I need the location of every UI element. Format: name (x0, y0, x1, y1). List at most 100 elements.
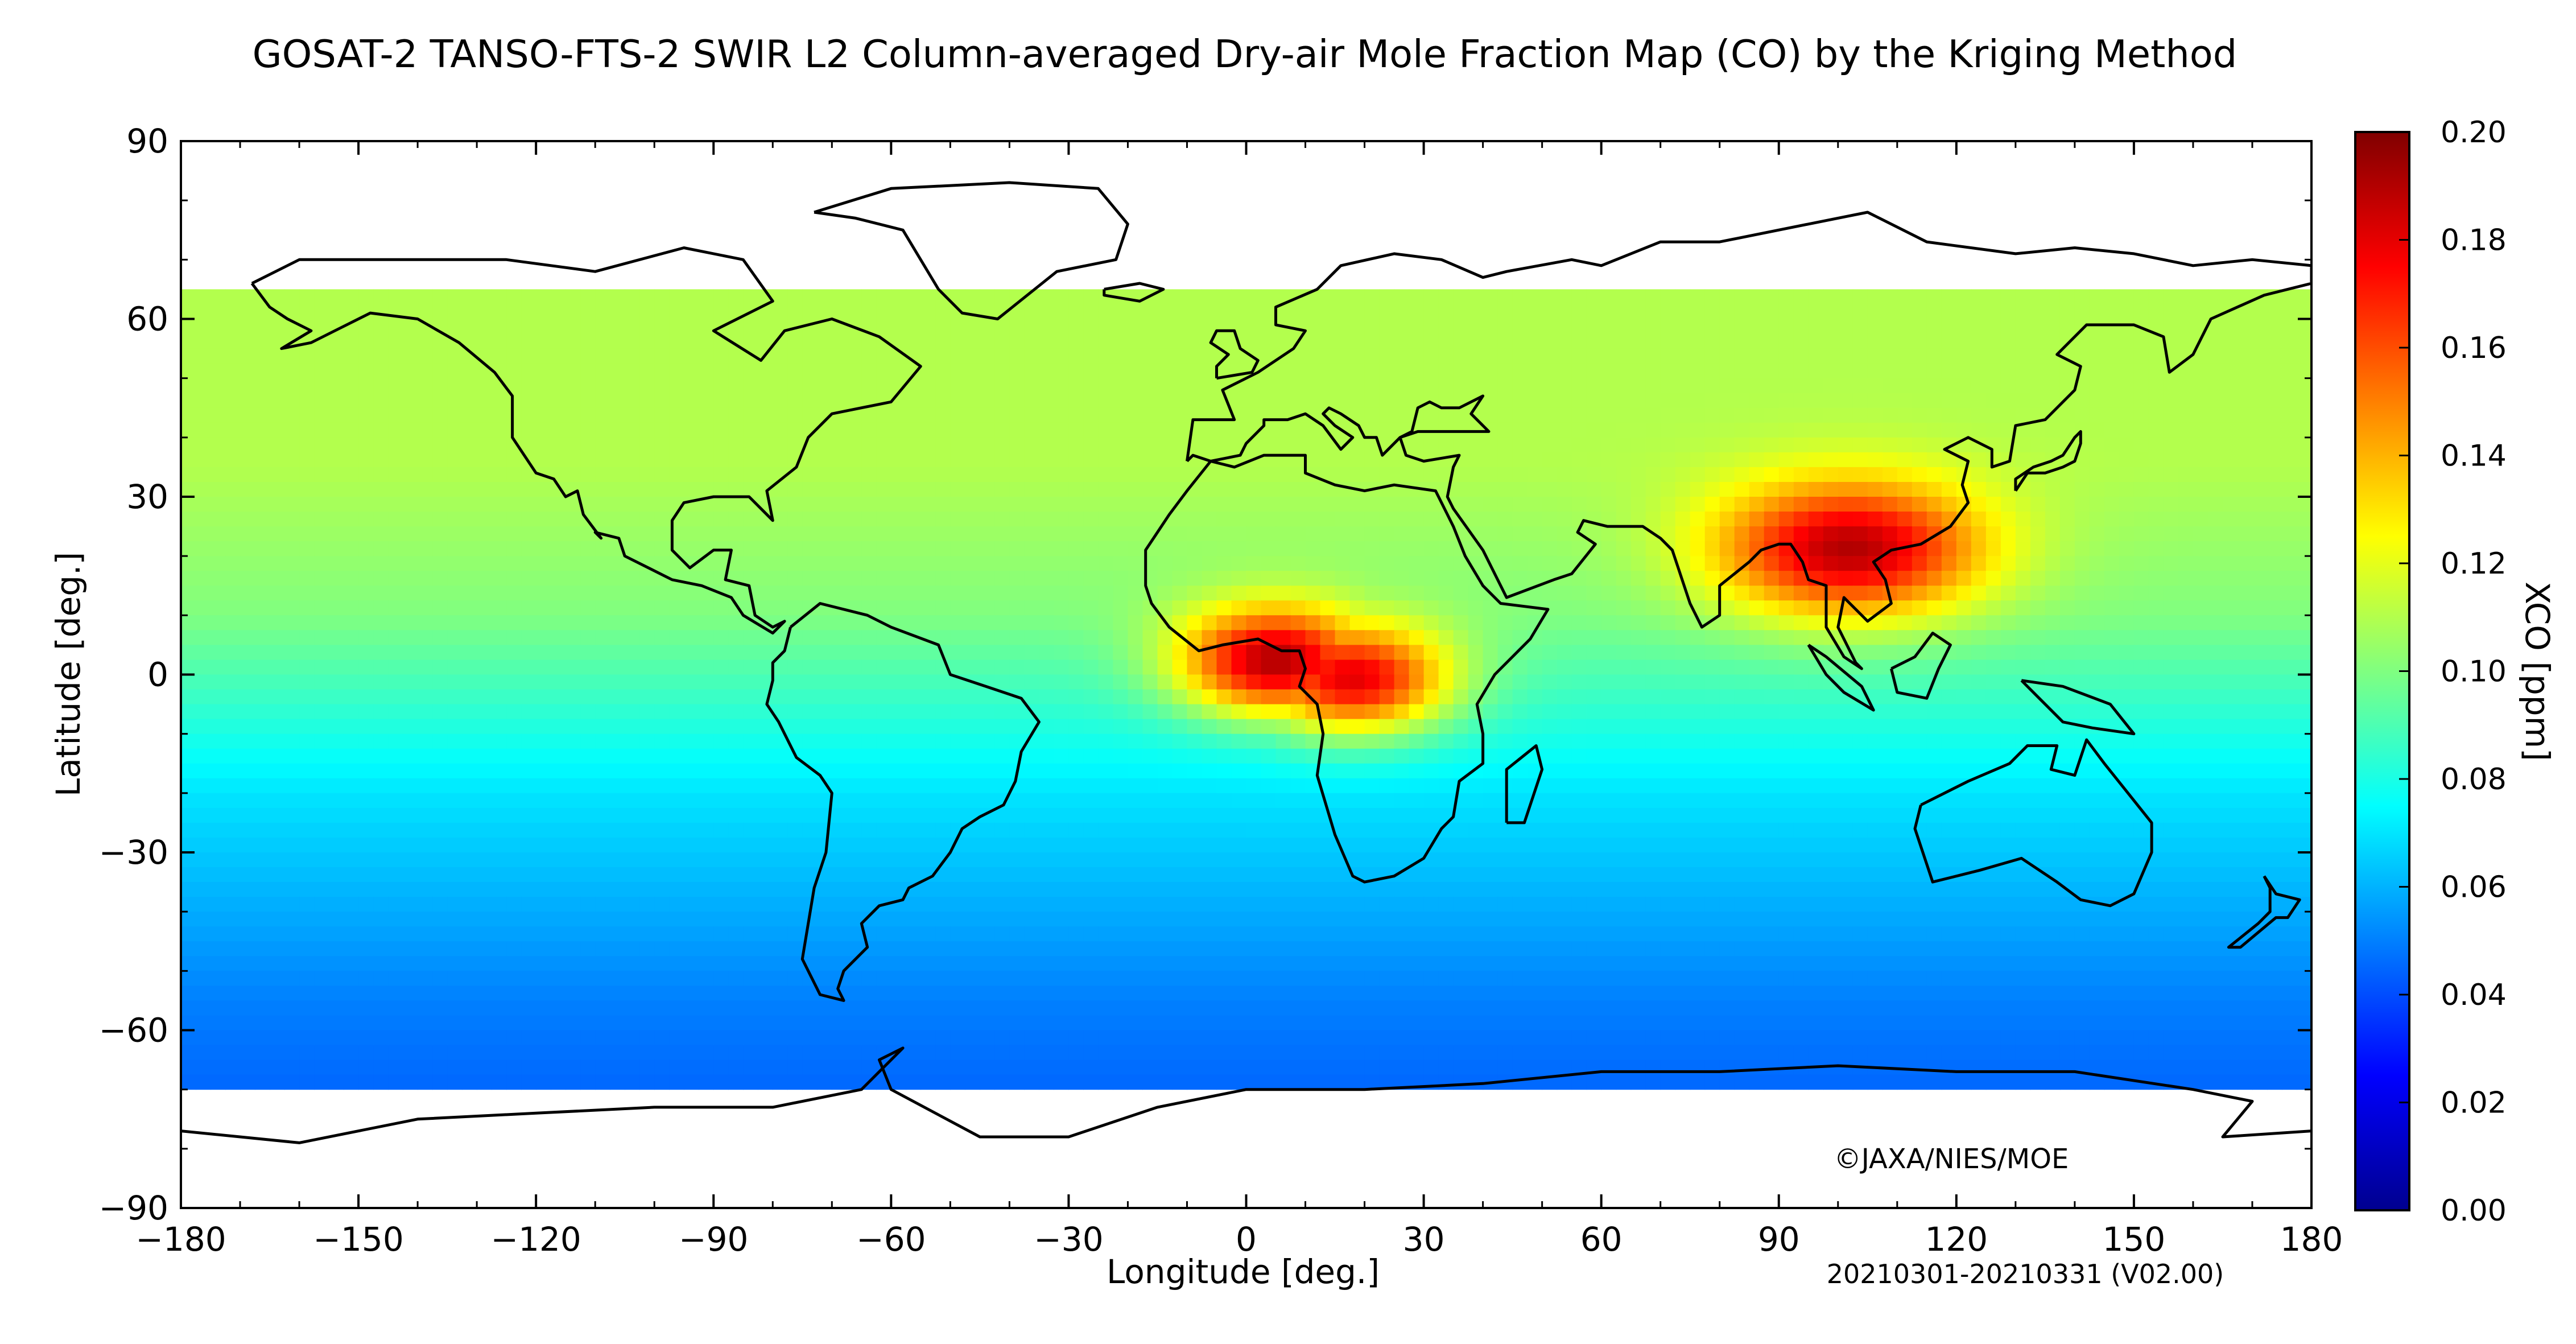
grid-cell (2163, 689, 2179, 705)
grid-cell (358, 482, 374, 497)
grid-cell (832, 748, 847, 764)
grid-cell (2148, 541, 2164, 556)
grid-cell (1409, 333, 1425, 349)
grid-cell (1645, 393, 1661, 409)
grid-cell (2148, 778, 2164, 794)
grid-cell (625, 452, 640, 468)
grid-cell (2238, 407, 2253, 423)
grid-cell (2252, 659, 2268, 675)
grid-cell (1586, 437, 1602, 453)
grid-cell (2282, 571, 2297, 586)
grid-cell (699, 630, 714, 645)
grid-cell (639, 571, 655, 586)
grid-cell (1009, 556, 1025, 571)
grid-cell (2000, 541, 2016, 556)
grid-cell (743, 333, 758, 349)
grid-cell (2119, 333, 2135, 349)
grid-cell (891, 526, 906, 542)
grid-cell (1009, 645, 1025, 660)
grid-cell (1793, 512, 1809, 527)
grid-cell (314, 645, 329, 660)
grid-cell (1719, 689, 1735, 705)
grid-cell (1453, 497, 1469, 512)
grid-cell (758, 659, 773, 675)
grid-cell (1172, 407, 1188, 423)
grid-cell (1616, 526, 1632, 542)
grid-cell (639, 733, 655, 749)
grid-cell (284, 407, 300, 423)
grid-cell (1823, 452, 1839, 468)
grid-cell (1941, 704, 1957, 720)
grid-cell (240, 452, 255, 468)
grid-cell (270, 452, 285, 468)
grid-cell (1157, 674, 1173, 690)
grid-cell (2133, 778, 2149, 794)
grid-cell (1897, 586, 1913, 601)
grid-cell (595, 333, 610, 349)
grid-cell (994, 289, 1010, 304)
grid-cell (210, 437, 226, 453)
grid-cell (225, 378, 241, 394)
grid-cell (832, 659, 847, 675)
grid-cell (1867, 393, 1883, 409)
grid-cell (1601, 689, 1617, 705)
grid-cell (1468, 319, 1484, 335)
grid-cell (1305, 437, 1321, 453)
grid-cell (1068, 497, 1084, 512)
grid-cell (1838, 333, 1853, 349)
grid-cell (1734, 378, 1750, 394)
grid-cell (1261, 289, 1277, 304)
grid-cell (1778, 437, 1794, 453)
grid-cell (950, 512, 965, 527)
grid-cell (2163, 645, 2179, 660)
grid-cell (181, 452, 196, 468)
grid-cell (1394, 645, 1410, 660)
grid-cell (2282, 733, 2297, 749)
grid-cell (1157, 689, 1173, 705)
grid-cell (699, 526, 714, 542)
grid-cell (2133, 348, 2149, 364)
grid-cell (344, 586, 359, 601)
grid-cell (492, 348, 507, 364)
grid-cell (2104, 615, 2120, 630)
grid-cell (1660, 482, 1676, 497)
grid-cell (462, 615, 477, 630)
grid-cell (1054, 674, 1069, 690)
grid-cell (1409, 363, 1425, 379)
grid-cell (861, 289, 877, 304)
grid-cell (1438, 719, 1454, 735)
grid-cell (255, 378, 270, 394)
grid-cell (1557, 763, 1572, 779)
grid-cell (2208, 674, 2223, 690)
grid-cell (447, 793, 463, 809)
grid-cell (255, 733, 270, 749)
grid-cell (1542, 482, 1558, 497)
grid-cell (1379, 586, 1395, 601)
grid-cell (1202, 526, 1217, 542)
grid-cell (1601, 778, 1617, 794)
grid-cell (210, 719, 226, 735)
grid-cell (284, 778, 300, 794)
grid-cell (1409, 793, 1425, 809)
grid-cell (2223, 748, 2238, 764)
grid-cell (388, 763, 403, 779)
grid-cell (373, 541, 389, 556)
grid-cell (1793, 704, 1809, 720)
grid-cell (521, 659, 536, 675)
grid-cell (1630, 363, 1646, 379)
grid-cell (610, 452, 625, 468)
grid-cell (580, 378, 596, 394)
grid-cell (2000, 645, 2016, 660)
grid-cell (906, 393, 921, 409)
grid-cell (1557, 526, 1572, 542)
grid-cell (1128, 763, 1143, 779)
grid-cell (980, 452, 995, 468)
grid-cell (935, 704, 951, 720)
grid-cell (477, 407, 492, 423)
grid-cell (418, 497, 433, 512)
grid-cell (1335, 289, 1351, 304)
grid-cell (2238, 586, 2253, 601)
grid-cell (1719, 630, 1735, 645)
grid-cell (1172, 719, 1188, 735)
grid-cell (2223, 348, 2238, 364)
